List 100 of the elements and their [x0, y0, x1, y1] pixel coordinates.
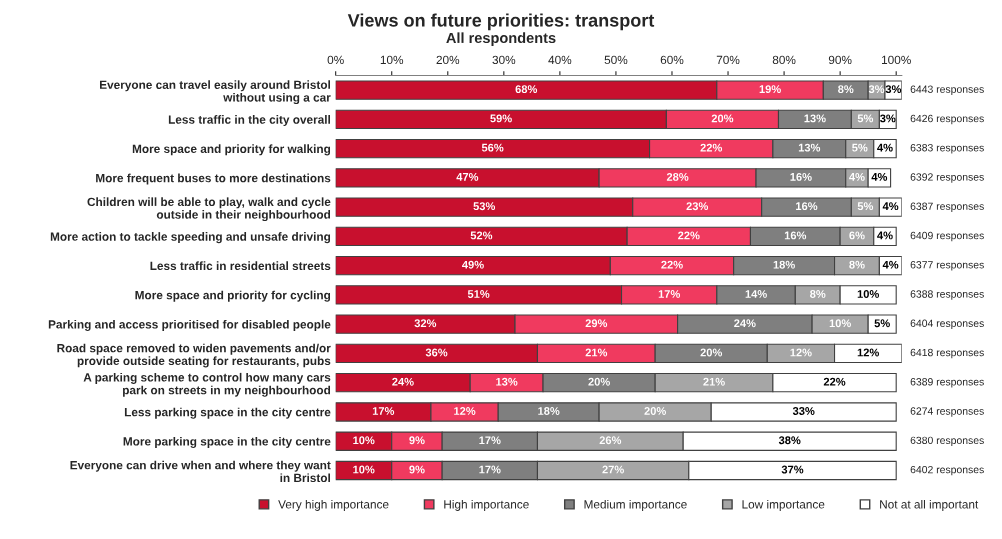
- x-tick-label: 100%: [882, 55, 911, 65]
- text: 6274 responses: [910, 407, 984, 417]
- text: 6426 responses: [910, 114, 984, 125]
- legend-label: Low importance: [742, 499, 825, 511]
- text: 6409 responses: [910, 231, 984, 242]
- chart-subtitle: All respondents: [446, 32, 556, 46]
- data-label: 23%: [686, 202, 709, 211]
- data-label: 36%: [425, 348, 448, 357]
- x-tick-label: 50%: [604, 55, 628, 65]
- y-tick-label: Less traffic in the city overall: [168, 115, 330, 127]
- data-label: 32%: [414, 319, 437, 328]
- data-label: 18%: [773, 260, 795, 269]
- data-label: 16%: [784, 231, 807, 240]
- data-label: 52%: [470, 231, 493, 240]
- y-tick-label: More space and priority for walking: [132, 144, 331, 156]
- legend-label: Medium importance: [584, 499, 687, 511]
- x-tick-label: 60%: [660, 55, 684, 65]
- data-label: 13%: [804, 114, 826, 123]
- data-label: 59%: [490, 114, 512, 123]
- data-label: 29%: [585, 319, 608, 328]
- data-label: 68%: [515, 85, 538, 94]
- data-label: 16%: [796, 202, 818, 211]
- legend-label: High importance: [444, 499, 529, 511]
- x-tick-label: 70%: [716, 55, 740, 65]
- data-label: 22%: [661, 260, 683, 269]
- data-label: 5%: [857, 202, 874, 211]
- x-tick-label: 80%: [772, 55, 796, 65]
- text: 6389 responses: [910, 378, 984, 388]
- data-label: 8%: [838, 85, 854, 94]
- y-tick-label: More parking space in the city centre: [123, 436, 331, 448]
- data-label: 13%: [798, 143, 821, 152]
- data-label: 22%: [700, 143, 723, 152]
- data-label: 20%: [711, 114, 734, 123]
- text: 6443 responses: [910, 85, 984, 95]
- data-label: 10%: [829, 319, 851, 328]
- text: 6387 responses: [910, 202, 984, 212]
- chart-title: Views on future priorities: transport: [347, 13, 655, 31]
- data-label: 38%: [778, 436, 801, 445]
- data-label: 4%: [882, 260, 899, 269]
- data-label: 24%: [734, 319, 756, 328]
- data-label: 9%: [409, 465, 425, 474]
- data-label: 9%: [409, 436, 425, 445]
- y-tick-label: Everyone can travel easily around Bristol without using a car: [100, 80, 331, 105]
- data-label: 28%: [666, 172, 689, 181]
- data-label: 17%: [372, 407, 395, 415]
- data-label: 24%: [392, 377, 414, 386]
- data-label: 51%: [467, 290, 490, 298]
- data-label: 3%: [885, 85, 902, 94]
- data-label: 10%: [353, 465, 375, 474]
- data-label: 5%: [857, 114, 874, 123]
- y-tick-label: Less traffic in residential streets: [150, 261, 331, 271]
- y-tick-label: A parking scheme to control how many cars park on streets in my neighbourhood: [83, 372, 331, 397]
- x-tick-label: 30%: [492, 55, 516, 65]
- data-label: 8%: [810, 290, 826, 298]
- data-label: 18%: [538, 407, 560, 415]
- data-label: 6%: [849, 231, 865, 240]
- data-label: 12%: [454, 407, 476, 415]
- y-tick-label: Less parking space in the city centre: [124, 407, 331, 419]
- y-tick-label: More space and priority for cycling: [135, 290, 331, 302]
- data-label: 19%: [759, 85, 781, 94]
- data-label: 14%: [745, 290, 767, 298]
- data-label: 12%: [857, 348, 879, 357]
- x-tick-label: 90%: [828, 55, 852, 65]
- data-label: 53%: [473, 202, 496, 211]
- data-label: 5%: [874, 319, 890, 328]
- data-label: 3%: [880, 114, 896, 123]
- y-tick-label: Road space removed to widen pavements and/or provide outside seating for restaurants, pubs: [57, 343, 331, 368]
- data-label: 4%: [877, 231, 893, 240]
- y-tick-label: Everyone can drive when and where they want in Bristol: [70, 460, 331, 483]
- data-label: 17%: [479, 465, 501, 474]
- y-tick-label: Parking and access prioritised for disabled people: [48, 319, 331, 331]
- data-label: 26%: [599, 436, 622, 445]
- y-tick-label: More action to tackle speeding and unsafe driving: [50, 232, 331, 244]
- y-tick-label: Children will be able to play, walk and cycle outside in their neighbourhood: [87, 197, 331, 222]
- legend-label: Very high importance: [278, 499, 389, 511]
- data-label: 49%: [462, 260, 484, 269]
- data-label: 22%: [823, 377, 846, 386]
- y-tick-label: More frequent buses to more destinations: [96, 173, 331, 185]
- data-label: 21%: [703, 377, 725, 386]
- x-tick-label: 10%: [380, 55, 404, 65]
- text: 6392 responses: [910, 173, 984, 183]
- data-label: 17%: [658, 290, 681, 298]
- data-label: 10%: [857, 290, 879, 298]
- text: 6388 responses: [910, 290, 984, 300]
- x-tick-label: 0%: [327, 55, 344, 65]
- legend-label: Not at all important: [880, 499, 979, 511]
- data-label: 4%: [882, 202, 899, 211]
- data-label: 33%: [792, 407, 815, 415]
- data-label: 10%: [353, 436, 375, 445]
- data-label: 16%: [790, 172, 812, 181]
- data-label: 20%: [588, 377, 610, 386]
- data-label: 47%: [456, 173, 479, 181]
- text: 6402 responses: [910, 465, 984, 476]
- data-label: 17%: [479, 436, 501, 445]
- data-label: 4%: [871, 173, 888, 181]
- text: 6377 responses: [910, 261, 984, 271]
- data-label: 12%: [790, 348, 812, 357]
- data-label: 4%: [849, 173, 865, 181]
- x-tick-label: 40%: [548, 55, 572, 65]
- text: 6383 responses: [910, 144, 984, 154]
